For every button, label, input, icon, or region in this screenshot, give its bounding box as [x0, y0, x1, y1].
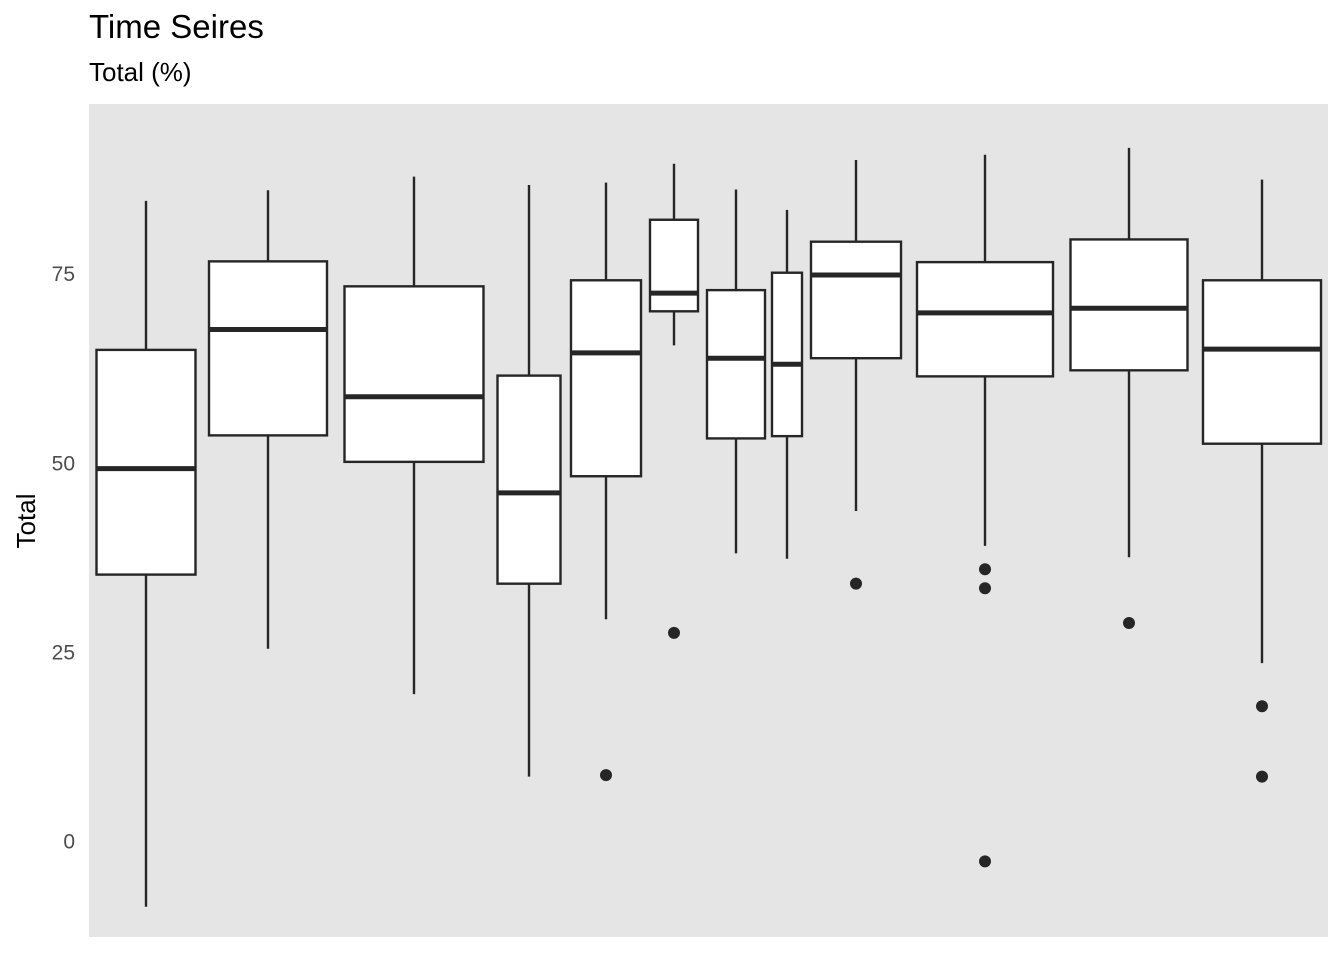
y-axis-label: Total	[11, 494, 41, 549]
y-tick-label: 25	[52, 642, 75, 665]
box-group	[648, 163, 700, 639]
box-body	[343, 285, 485, 464]
box-group	[207, 190, 329, 649]
box-body	[569, 279, 643, 478]
box-body	[915, 260, 1055, 378]
outlier-point	[979, 582, 991, 595]
box-body	[770, 271, 804, 438]
outlier-point	[1256, 700, 1268, 713]
y-tick-label: 0	[63, 831, 75, 854]
box-group	[809, 159, 903, 590]
box-body	[705, 288, 767, 440]
outlier-point	[600, 769, 612, 782]
y-tick-label: 75	[52, 263, 75, 286]
box-group	[770, 209, 804, 559]
box-body	[1069, 238, 1189, 372]
y-tick-label: 50	[52, 452, 75, 475]
outlier-point	[979, 563, 991, 576]
box-group	[343, 176, 485, 695]
outlier-point	[668, 626, 680, 639]
box-group	[1201, 179, 1323, 783]
outlier-point	[1123, 617, 1135, 630]
box-body	[95, 348, 197, 576]
box-group	[569, 182, 643, 782]
box-body	[207, 260, 329, 437]
y-axis: 0 25 50 75	[52, 263, 75, 853]
box-body	[809, 240, 903, 360]
box-group	[496, 184, 562, 777]
box-series	[95, 147, 1323, 907]
box-body	[648, 218, 700, 313]
chart-title: Time Seires	[89, 8, 264, 45]
chart-subtitle: Total (%)	[89, 57, 192, 87]
plot-panel	[89, 104, 1328, 937]
outlier-point	[1256, 770, 1268, 783]
outlier-point	[850, 577, 862, 590]
box-body	[496, 374, 562, 585]
box-group	[95, 200, 197, 907]
box-body	[1201, 279, 1323, 445]
box-group	[705, 189, 767, 554]
outlier-point	[979, 855, 991, 868]
box-group	[915, 154, 1055, 868]
box-group	[1069, 147, 1189, 630]
